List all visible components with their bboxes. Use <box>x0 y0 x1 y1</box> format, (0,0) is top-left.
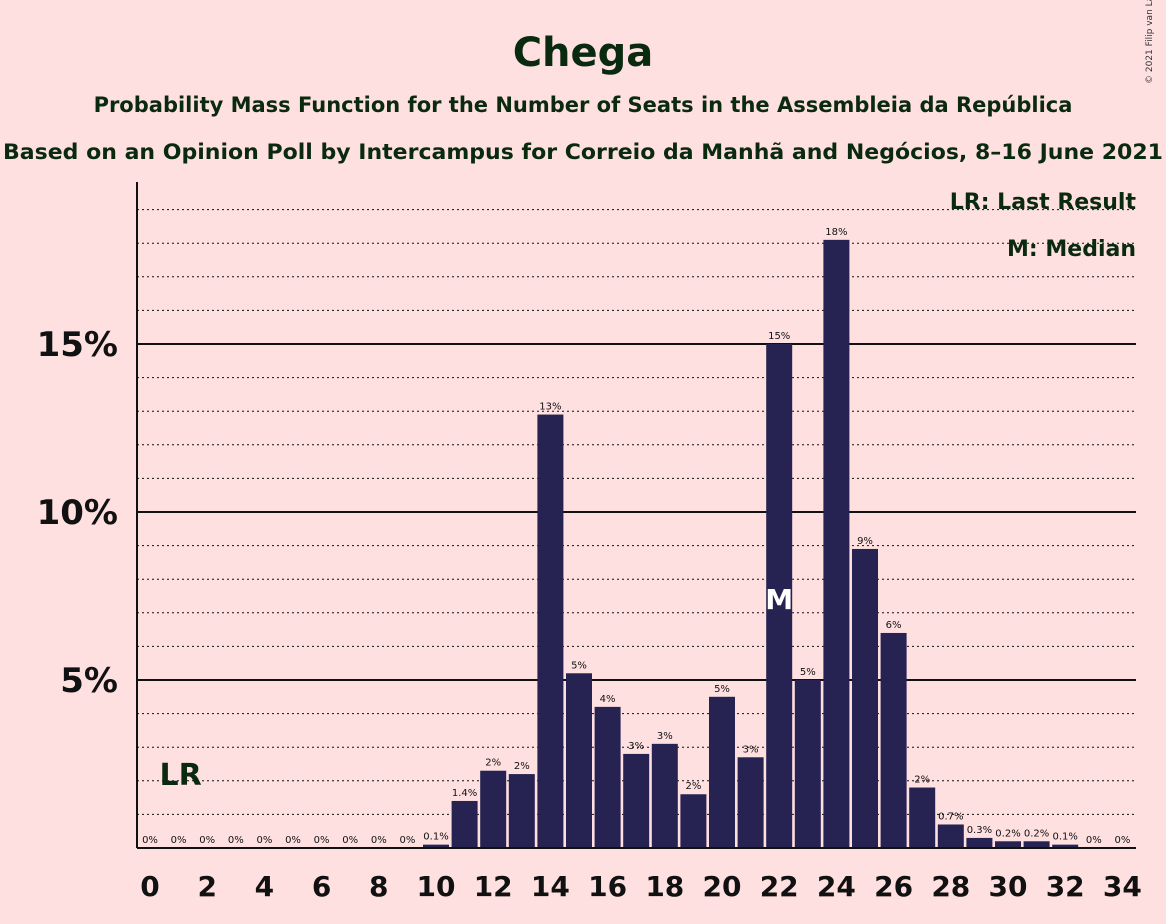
bar-seat-21 <box>737 757 764 848</box>
bar-seat-18 <box>651 743 678 848</box>
axes <box>136 182 1136 849</box>
x-tick-label: 0 <box>140 870 159 903</box>
x-tick-label: 18 <box>645 870 684 903</box>
data-label-seat-33: 0% <box>1086 835 1102 846</box>
bar-seat-11 <box>451 800 478 848</box>
legend-last-result: LR: Last Result <box>950 190 1137 215</box>
data-label-seat-19: 2% <box>685 781 701 792</box>
last-result-marker: LR <box>159 758 201 793</box>
data-label-seat-11: 1.4% <box>452 788 477 799</box>
bar-seat-17 <box>623 753 650 848</box>
data-label-seat-27: 2% <box>914 775 930 786</box>
data-label-seat-22: 15% <box>768 331 790 342</box>
bar-seat-25 <box>852 548 878 848</box>
data-label-seat-3: 0% <box>228 835 244 846</box>
chart-subtitle-poll: Based on an Opinion Poll by Intercampus … <box>3 140 1163 164</box>
data-label-seat-13: 2% <box>514 761 530 772</box>
bar-seat-15 <box>566 673 592 848</box>
x-tick-label: 30 <box>989 870 1028 903</box>
bar-seat-19 <box>680 794 707 848</box>
data-label-seat-32: 0.1% <box>1052 832 1077 843</box>
data-label-seat-4: 0% <box>256 835 272 846</box>
x-tick-label: 2 <box>197 870 216 903</box>
x-tick-label: 6 <box>312 870 331 903</box>
bar-seat-14 <box>537 414 564 848</box>
bar-seat-26 <box>880 632 907 848</box>
data-label-seat-8: 0% <box>371 835 387 846</box>
data-label-seat-18: 3% <box>657 731 673 742</box>
x-tick-label: 26 <box>874 870 913 903</box>
bars <box>423 239 1079 849</box>
data-label-seat-9: 0% <box>399 835 415 846</box>
data-labels: 0% 0% 0% 0% 0% 0% 0% 0% 0% 0% 0.1% 1.4% 2% 2% 13% 5% 4% 3… <box>142 227 1130 846</box>
data-label-seat-29: 0.3% <box>967 825 992 836</box>
x-tick-label: 4 <box>255 870 274 903</box>
x-tick-labels: 0 2 4 6 8 10 12 14 16 18 20 22 24 26 28 30 32 34 <box>140 870 1142 903</box>
bar-seat-24 <box>823 239 850 849</box>
data-label-seat-12: 2% <box>485 758 501 769</box>
data-label-seat-2: 0% <box>199 835 215 846</box>
data-label-seat-20: 5% <box>714 684 730 695</box>
copyright: © 2021 Filip van Laenen <box>1145 0 1155 84</box>
data-label-seat-30: 0.2% <box>995 828 1020 839</box>
bar-seat-22 <box>766 344 793 848</box>
y-tick-label: 10% <box>37 493 118 533</box>
data-label-seat-1: 0% <box>171 835 187 846</box>
y-tick-labels: 5% 10% 15% <box>37 325 118 701</box>
y-tick-label: 15% <box>37 325 118 365</box>
data-label-seat-10: 0.1% <box>423 832 448 843</box>
median-marker: M <box>765 583 793 616</box>
bar-seat-12 <box>480 770 507 848</box>
data-label-seat-25: 9% <box>857 536 873 547</box>
data-label-seat-21: 3% <box>743 744 759 755</box>
bar-seat-16 <box>594 706 621 848</box>
data-label-seat-14: 13% <box>539 402 561 413</box>
data-label-seat-7: 0% <box>342 835 358 846</box>
x-tick-label: 22 <box>760 870 799 903</box>
data-label-seat-17: 3% <box>628 741 644 752</box>
bar-seat-23 <box>794 680 821 848</box>
x-tick-label: 16 <box>588 870 627 903</box>
bar-seat-30 <box>995 841 1021 848</box>
data-label-seat-6: 0% <box>314 835 330 846</box>
bar-seat-31 <box>1023 841 1050 848</box>
bar-seat-28 <box>937 824 964 848</box>
bar-seat-13 <box>508 774 535 848</box>
x-tick-label: 14 <box>531 870 570 903</box>
x-tick-label: 32 <box>1046 870 1085 903</box>
data-label-seat-31: 0.2% <box>1024 828 1049 839</box>
bar-seat-29 <box>966 837 993 848</box>
data-label-seat-24: 18% <box>825 227 847 238</box>
x-tick-label: 28 <box>931 870 970 903</box>
data-label-seat-0: 0% <box>142 835 158 846</box>
bar-seat-27 <box>909 787 936 848</box>
bar-seat-20 <box>709 696 735 848</box>
data-label-seat-26: 6% <box>886 620 902 631</box>
gridlines <box>137 209 1136 815</box>
bar-seat-10 <box>423 844 449 848</box>
chart-subtitle: Probability Mass Function for the Number… <box>94 93 1073 117</box>
bar-seat-32 <box>1052 844 1079 848</box>
y-tick-label: 5% <box>60 661 118 701</box>
data-label-seat-16: 4% <box>600 694 616 705</box>
chart-title: Chega <box>513 30 654 76</box>
data-label-seat-5: 0% <box>285 835 301 846</box>
x-tick-label: 20 <box>703 870 742 903</box>
x-tick-label: 24 <box>817 870 856 903</box>
legend-median: M: Median <box>1007 237 1136 262</box>
x-tick-label: 8 <box>369 870 388 903</box>
data-label-seat-15: 5% <box>571 660 587 671</box>
x-tick-label: 12 <box>474 870 513 903</box>
data-label-seat-28: 0.7% <box>938 811 963 822</box>
data-label-seat-23: 5% <box>800 667 816 678</box>
x-tick-label: 10 <box>417 870 456 903</box>
x-tick-label: 34 <box>1103 870 1142 903</box>
data-label-seat-34: 0% <box>1114 835 1130 846</box>
